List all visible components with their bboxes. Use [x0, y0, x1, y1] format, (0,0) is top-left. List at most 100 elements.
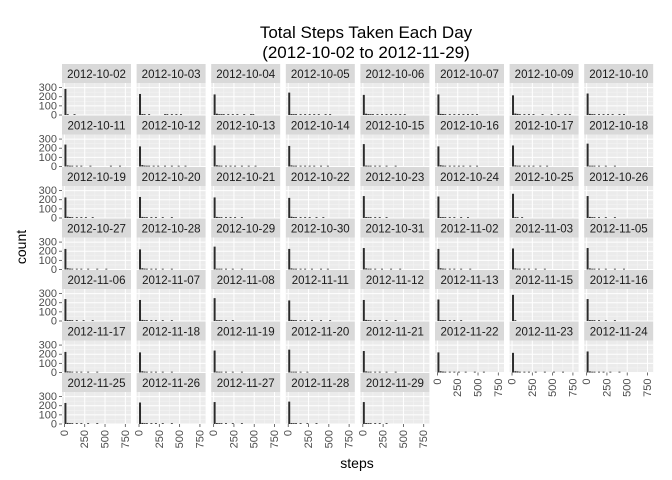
plot-panel-background [509, 340, 579, 373]
histogram-bar [96, 371, 99, 373]
histogram-bar [71, 268, 74, 270]
histogram-bar [444, 217, 447, 218]
histogram-bar [157, 165, 160, 167]
plot-panel-background [435, 186, 504, 218]
x-tick-label: 750 [567, 379, 579, 397]
plot-panel-background [360, 134, 430, 167]
histogram-bar [367, 268, 370, 270]
y-axis-title: count [13, 230, 29, 264]
histogram-bar [437, 146, 440, 167]
histogram-bar [539, 165, 542, 167]
histogram-bar [66, 320, 69, 321]
chart-title: Total Steps Taken Each Day [260, 23, 473, 42]
histogram-bar [362, 299, 365, 321]
x-tick-label: 0 [507, 379, 519, 385]
histogram-bar [399, 268, 402, 270]
facet-strip-label: 2012-10-22 [291, 172, 350, 184]
facet-strip-label: 2012-10-16 [440, 121, 499, 133]
histogram-bar [365, 113, 368, 115]
facet-strip-label: 2012-10-20 [142, 172, 201, 184]
x-tick-label: 250 [228, 430, 240, 448]
histogram-bar [143, 268, 146, 270]
histogram-bar [390, 268, 393, 270]
histogram-bar [369, 268, 372, 270]
histogram-bar [623, 114, 625, 115]
facet-strip [360, 167, 430, 186]
histogram-bar [598, 371, 600, 373]
histogram-bar [613, 165, 616, 167]
histogram-bar [618, 114, 621, 115]
histogram-bar [362, 248, 365, 270]
facet-panel: 2012-10-12 [136, 115, 206, 167]
histogram-bar [394, 165, 397, 167]
histogram-bar [394, 320, 397, 321]
histogram-bar [365, 371, 368, 373]
facet-panel: 2012-11-07 [136, 270, 206, 322]
histogram-bar [448, 320, 451, 321]
plot-panel-background [136, 186, 206, 218]
histogram-bar [292, 217, 295, 218]
facet-strip-label: 2012-11-17 [68, 327, 126, 339]
y-tick-label: 300 [39, 288, 57, 300]
histogram-bar [613, 268, 616, 270]
histogram-bar [225, 371, 227, 373]
histogram-bar [374, 371, 377, 373]
facet-panel: 2012-11-23 0 250 500 750 [507, 321, 579, 397]
histogram-bar [439, 371, 442, 373]
histogram-bar [512, 294, 515, 321]
histogram-bar [543, 268, 546, 270]
facet-strip [211, 115, 281, 135]
x-tick-label: 0 [208, 430, 220, 436]
plot-panel-background [360, 186, 430, 218]
histogram-bar [290, 216, 293, 218]
x-axis-title: steps [340, 455, 373, 471]
facet-panel: 2012-10-25 [509, 167, 579, 219]
facet-strip-label: 2012-10-12 [142, 121, 201, 133]
plot-panel-background [285, 340, 355, 373]
y-tick-label: 100 [39, 306, 57, 318]
histogram-bar [177, 165, 180, 167]
histogram-bar [299, 268, 302, 270]
histogram-bar [588, 371, 591, 373]
histogram-bar [66, 371, 69, 373]
histogram-bar [148, 114, 151, 115]
histogram-bar [290, 114, 293, 115]
histogram-bar [252, 114, 255, 115]
histogram-bar [154, 320, 157, 321]
y-tick-label: 300 [39, 134, 57, 146]
histogram-bar [557, 114, 560, 115]
histogram-bar [75, 423, 78, 424]
histogram-bar [308, 217, 311, 218]
histogram-bar [378, 423, 381, 424]
histogram-bar [453, 165, 456, 167]
plot-panel-background [584, 83, 654, 115]
facet-panel: 2012-11-27 0 250 500 750 [208, 373, 281, 448]
histogram-bar [295, 268, 298, 270]
histogram-bar [143, 371, 146, 373]
plot-panel-background [360, 289, 430, 321]
histogram-bar [466, 114, 469, 115]
histogram-bar [444, 268, 447, 270]
facet-strip-label: 2012-11-02 [441, 224, 499, 236]
histogram-bar [326, 165, 329, 167]
x-tick-label: 750 [344, 430, 356, 448]
histogram-bar [623, 268, 625, 270]
histogram-bar [143, 423, 146, 424]
histogram-bar [320, 320, 323, 321]
x-tick-label: 0 [283, 430, 295, 436]
histogram-bar [518, 371, 521, 373]
histogram-bar [71, 320, 74, 321]
facet-panel: 2012-11-19 [211, 321, 281, 373]
histogram-bar [64, 299, 67, 321]
plot-panel-background [211, 237, 281, 270]
histogram-bar [518, 114, 521, 115]
histogram-bar [64, 402, 67, 424]
plot-panel-background [509, 289, 579, 321]
histogram-bar [82, 320, 85, 321]
facet-panel: 2012-11-26 0 250 500 750 [134, 373, 206, 448]
histogram-bar [292, 165, 295, 167]
x-tick-label: 750 [418, 430, 430, 448]
histogram-bar [448, 114, 451, 115]
histogram-bar [75, 165, 78, 167]
y-tick-label: 300 [39, 185, 57, 197]
